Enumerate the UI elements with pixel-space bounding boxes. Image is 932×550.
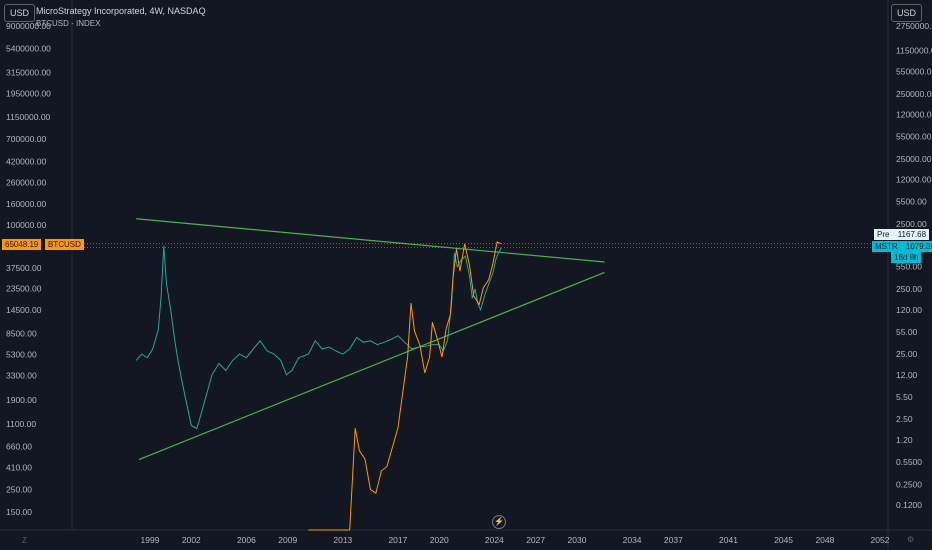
time-axis-tick-8: 2027 <box>526 535 545 545</box>
right-axis-tick-8: 5500.00 <box>896 197 927 207</box>
chart-title: MicroStrategy Incorporated, 4W, NASDAQ <box>36 6 206 16</box>
mstr-price-value: 1079.39 <box>905 242 932 251</box>
left-axis-tick-16: 1900.00 <box>6 395 37 405</box>
right-price-axis[interactable]: 2750000.00 1150000.00 550000.00 250000.00 12… <box>896 21 932 510</box>
time-axis-tick-10: 2034 <box>623 535 642 545</box>
left-axis-tick-6: 420000.00 <box>6 156 46 166</box>
left-price-axis[interactable]: 9000000.00 5400000.00 3150000.00 1950000.00… <box>6 21 51 517</box>
bar-countdown-badge: 18d 9h <box>891 252 922 263</box>
left-axis-tick-5: 700000.00 <box>6 134 46 144</box>
time-axis-tick-4: 2013 <box>333 535 352 545</box>
time-axis-tick-9: 2030 <box>568 535 587 545</box>
right-currency-button[interactable]: USD <box>891 4 923 22</box>
left-axis-tick-18: 660.00 <box>6 442 32 452</box>
left-axis-tick-10: 37500.00 <box>6 263 42 273</box>
time-axis-tick-11: 2037 <box>664 535 683 545</box>
left-axis-tick-2: 3150000.00 <box>6 67 51 77</box>
time-axis-tick-5: 2017 <box>388 535 407 545</box>
btc-price-value: 65048.19 <box>5 240 39 249</box>
premarket-value: 1167.68 <box>897 230 927 239</box>
right-axis-tick-0: 2750000.00 <box>896 21 932 31</box>
time-axis-tick-3: 2009 <box>278 535 297 545</box>
left-axis-tick-1: 5400000.00 <box>6 44 51 54</box>
left-axis-tick-14: 5300.00 <box>6 350 37 360</box>
mstr-last-price-badge: MSTR 1079.39 <box>872 241 932 252</box>
right-axis-tick-18: 1.20 <box>896 435 913 445</box>
trendline-0[interactable] <box>136 218 605 263</box>
series-line-mstr[interactable] <box>135 245 502 430</box>
left-axis-tick-11: 23500.00 <box>6 284 42 294</box>
btc-symbol-badge: BTCUSD <box>44 239 84 250</box>
time-axis-tick-6: 2020 <box>430 535 449 545</box>
premarket-label: Pre <box>877 230 890 239</box>
time-axis-tick-1: 2002 <box>182 535 201 545</box>
left-axis-tick-0: 9000000.00 <box>6 21 51 31</box>
right-axis-tick-16: 5.50 <box>896 392 913 402</box>
time-axis-tick-7: 2024 <box>485 535 504 545</box>
time-axis-tick-14: 2048 <box>815 535 834 545</box>
right-axis-tick-2: 550000.00 <box>896 66 932 76</box>
left-axis-tick-9: 100000.00 <box>6 220 46 230</box>
right-axis-tick-7: 12000.00 <box>896 175 932 185</box>
time-axis-tick-15: 2052 <box>871 535 890 545</box>
countdown-value: 18d 9h <box>894 253 919 262</box>
left-axis-tick-4: 1150000.00 <box>6 112 51 122</box>
left-currency-button[interactable]: USD <box>4 4 36 22</box>
right-axis-tick-15: 12.00 <box>896 370 918 380</box>
left-axis-tick-21: 150.00 <box>6 507 32 517</box>
right-axis-tick-12: 120.00 <box>896 305 922 315</box>
right-axis-tick-11: 250.00 <box>896 284 922 294</box>
right-axis-tick-4: 120000.00 <box>896 110 932 120</box>
right-axis-tick-6: 25000.00 <box>896 154 932 164</box>
trendline-1[interactable] <box>138 271 605 461</box>
left-axis-tick-7: 260000.00 <box>6 178 46 188</box>
left-axis-tick-15: 3300.00 <box>6 370 37 380</box>
series-line-btcusd[interactable] <box>308 241 502 531</box>
left-axis-tick-17: 1100.00 <box>6 419 36 429</box>
right-axis-tick-13: 55.00 <box>896 327 918 337</box>
right-axis-tick-3: 250000.00 <box>896 89 932 99</box>
comparison-symbol[interactable]: BTCUSD - INDEX <box>36 19 101 28</box>
time-axis-tick-13: 2045 <box>774 535 793 545</box>
time-axis-tick-2: 2006 <box>237 535 256 545</box>
time-axis-tick-0: 1999 <box>141 535 160 545</box>
left-axis-tick-3: 1950000.00 <box>6 89 51 99</box>
right-axis-tick-9: 2500.00 <box>896 219 927 229</box>
left-axis-tick-20: 250.00 <box>6 484 32 494</box>
right-axis-tick-17: 2.50 <box>896 414 913 424</box>
left-axis-tick-8: 160000.00 <box>6 199 46 209</box>
left-axis-tick-12: 14500.00 <box>6 305 42 315</box>
btc-symbol-label: BTCUSD <box>48 240 81 249</box>
right-axis-tick-20: 0.2500 <box>896 479 922 489</box>
mstr-symbol-label: MSTR <box>875 242 898 251</box>
timezone-label[interactable]: Z <box>22 536 27 545</box>
lightning-icon[interactable]: ⚡ <box>492 515 506 529</box>
time-axis[interactable]: 1999 2002 2006 2009 2013 2017 2020 2024 2027 2030… <box>141 535 890 545</box>
premarket-badge: Pre 1167.68 <box>874 229 930 240</box>
right-axis-tick-5: 55000.00 <box>896 132 932 142</box>
right-axis-tick-21: 0.1200 <box>896 500 922 510</box>
left-axis-tick-13: 8500.00 <box>6 329 37 339</box>
left-axis-tick-19: 410.00 <box>6 463 32 473</box>
right-axis-tick-19: 0.5500 <box>896 457 922 467</box>
right-axis-tick-14: 25.00 <box>896 349 918 359</box>
settings-gear-icon[interactable]: ⚙ <box>907 535 915 544</box>
right-axis-tick-1: 1150000.00 <box>896 46 932 56</box>
time-axis-tick-12: 2041 <box>719 535 738 545</box>
btc-last-price-badge: 65048.19 <box>2 239 42 250</box>
right-axis-tick-10: 550.00 <box>896 262 922 272</box>
